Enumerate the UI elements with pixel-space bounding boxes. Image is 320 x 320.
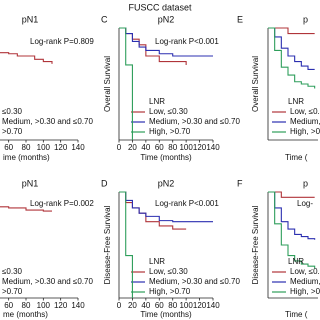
panel-letter: F (237, 178, 243, 188)
survival-curve (268, 191, 316, 240)
y-axis-label: Disease-Free Survival (251, 205, 260, 284)
x-tick-label: 40 (141, 143, 150, 152)
survival-curve (268, 191, 316, 269)
x-tick-label: 60 (4, 143, 13, 152)
legend-label: ≤0.30 (2, 267, 23, 276)
x-axis-label: Time (months) (140, 153, 192, 162)
survival-curve (268, 191, 315, 198)
panel-letter: C (101, 14, 108, 24)
legend-label: Medium, >0.30 and ≤0.70 (2, 277, 93, 286)
legend-label: Medium, > (290, 277, 320, 286)
y-axis-label: Overall Survival (251, 56, 260, 112)
x-tick-label: 100 (37, 143, 51, 152)
legend-label: Low, ≤0.30 (149, 267, 188, 276)
x-tick-label: 60 (4, 301, 13, 310)
panel-title: pN1 (22, 14, 39, 24)
legend-label: Low, ≤0. (290, 107, 320, 116)
x-tick-label: 80 (22, 301, 31, 310)
log-rank: Log-rank P=0.809 (30, 37, 94, 46)
legend-label: Medium, >0.30 and ≤0.70 (2, 117, 93, 126)
legend-label: >0.70 (2, 287, 23, 296)
legend-label: Medium, > (290, 117, 320, 126)
x-tick-label: 20 (128, 301, 137, 310)
x-tick-label: 120 (193, 301, 207, 310)
y-axis-label: Disease-Free Survival (103, 205, 112, 284)
panel-title: p (303, 178, 308, 188)
panel-title: pN2 (158, 178, 175, 188)
x-axis-label: me (months) (3, 310, 48, 319)
panel-title: pN2 (158, 14, 175, 24)
survival-curve (119, 191, 133, 298)
panel-title: pN1 (22, 178, 39, 188)
x-axis-label: Time (months) (140, 310, 192, 319)
legend-label: High, >0. (290, 287, 320, 296)
legend-label: Medium, >0.30 and ≤0.70 (149, 277, 240, 286)
legend-label: High, >0.70 (149, 287, 191, 296)
x-tick-label: 100 (179, 143, 193, 152)
log-rank: Log-rank P=0.002 (30, 199, 94, 208)
legend-label: High, >0. (290, 127, 320, 136)
x-tick-label: 100 (179, 301, 193, 310)
x-axis-label: Time ( (285, 153, 308, 162)
x-tick-label: 120 (54, 301, 68, 310)
legend-title: LNR (288, 97, 304, 106)
survival-curve (268, 27, 316, 89)
legend-label: Low, ≤0.30 (149, 107, 188, 116)
x-axis-label: ime (months) (3, 153, 50, 162)
panel-letter: D (101, 178, 108, 188)
survival-curve (119, 191, 213, 223)
panel-letter: E (237, 14, 243, 24)
legend-title: LNR (288, 257, 304, 266)
x-tick-label: 140 (206, 143, 220, 152)
x-tick-label: 0 (117, 301, 122, 310)
survival-curve (0, 206, 52, 212)
y-axis-label: Overall Survival (103, 56, 112, 112)
x-tick-label: 140 (206, 301, 220, 310)
x-tick-label: 20 (128, 143, 137, 152)
survival-curve (119, 27, 213, 57)
survival-curve (268, 27, 315, 70)
x-axis-label: Time ( (285, 310, 308, 319)
legend-label: >0.70 (2, 127, 23, 136)
legend-label: Low, ≤0. (290, 267, 320, 276)
survival-curve (119, 191, 187, 230)
x-tick-label: 100 (37, 301, 51, 310)
x-tick-label: 140 (71, 143, 85, 152)
legend-label: Medium, >0.30 and ≤0.70 (149, 117, 240, 126)
figure-title: FUSCC dataset (128, 2, 192, 12)
survival-curve (268, 27, 315, 35)
legend-label: ≤0.30 (2, 107, 23, 116)
x-tick-label: 0 (117, 143, 122, 152)
log-rank: Log- (297, 199, 313, 208)
x-tick-label: 80 (168, 301, 177, 310)
panel-title: p (303, 14, 308, 24)
x-tick-label: 140 (71, 301, 85, 310)
survival-curve (0, 52, 53, 64)
x-tick-label: 80 (22, 143, 31, 152)
legend-title: LNR (149, 257, 165, 266)
log-rank: Log-rank P<0.001 (155, 199, 219, 208)
survival-curve (119, 27, 133, 140)
x-tick-label: 120 (54, 143, 68, 152)
legend-label: High, >0.70 (149, 127, 191, 136)
legend-title: LNR (149, 97, 165, 106)
x-tick-label: 120 (193, 143, 207, 152)
x-tick-label: 60 (155, 143, 164, 152)
x-tick-label: 60 (155, 301, 164, 310)
x-tick-label: 80 (168, 143, 177, 152)
x-tick-label: 40 (141, 301, 150, 310)
log-rank: Log-rank P<0.001 (155, 37, 219, 46)
